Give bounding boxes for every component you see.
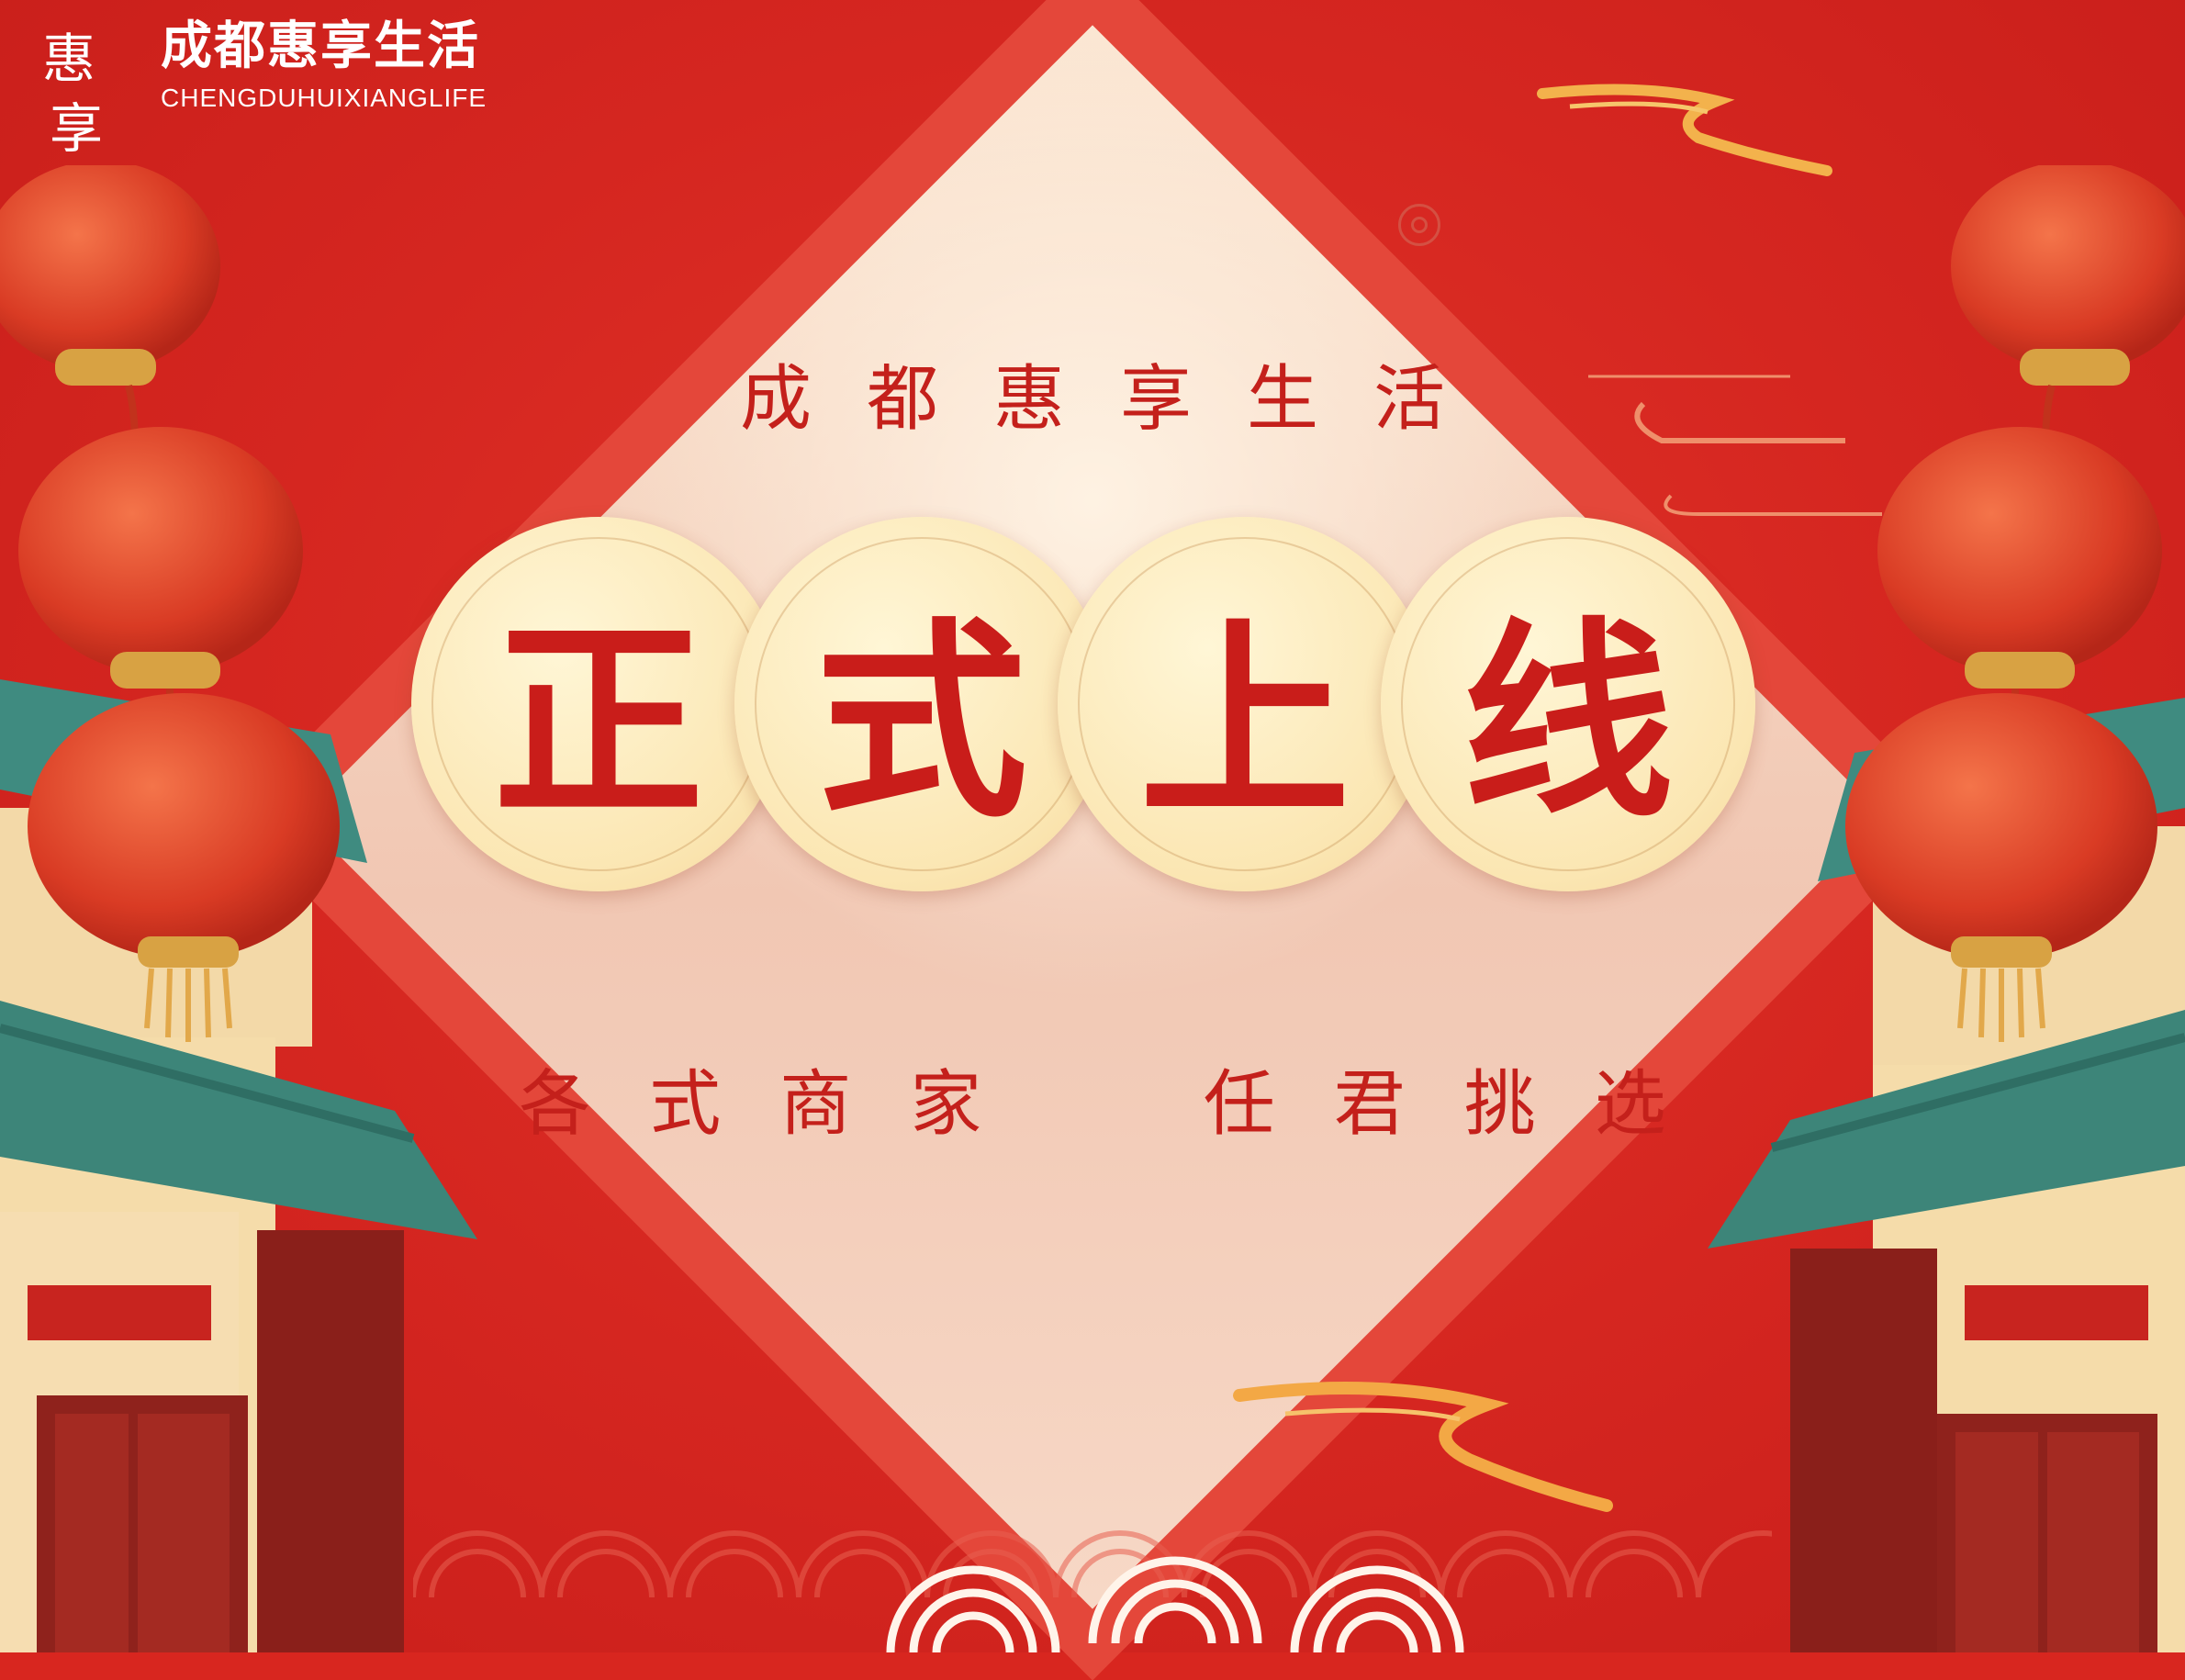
brand-logo[interactable]: 惠 享 成都惠享生活 CHENGDUHUIXIANGLIFE [37,17,487,158]
lantern-stack-left [0,165,340,1042]
logo-mark-icon: 惠 享 [42,28,103,158]
coin: 式 [734,517,1109,891]
lantern-stack-right [1845,165,2185,1042]
coin: 正 [411,517,786,891]
cloud-swirl-top [1537,84,1832,176]
ring-ornament [1398,204,1440,246]
coin: 线 [1381,517,1755,891]
brand-title: 成都惠享生活 [161,17,480,76]
svg-text:惠: 惠 [42,28,95,90]
brand-subtitle: CHENGDUHUIXIANGLIFE [161,83,487,112]
coin-char: 上 [1138,598,1350,846]
wave-pattern [413,1530,1772,1652]
coin-char: 线 [1462,598,1674,846]
svg-text:享: 享 [50,97,103,158]
cloud-swirl-bottom [1233,1382,1613,1512]
coin-row: 正 式 上 线 [411,517,1807,902]
coin: 上 [1058,517,1432,891]
cloud-lines-right [1588,375,1882,516]
coin-char: 正 [492,598,704,846]
coin-char: 式 [815,598,1027,846]
subline: 各式商家 任君挑选 [519,1063,1725,1146]
headline: 成都惠享生活 [739,358,1500,441]
